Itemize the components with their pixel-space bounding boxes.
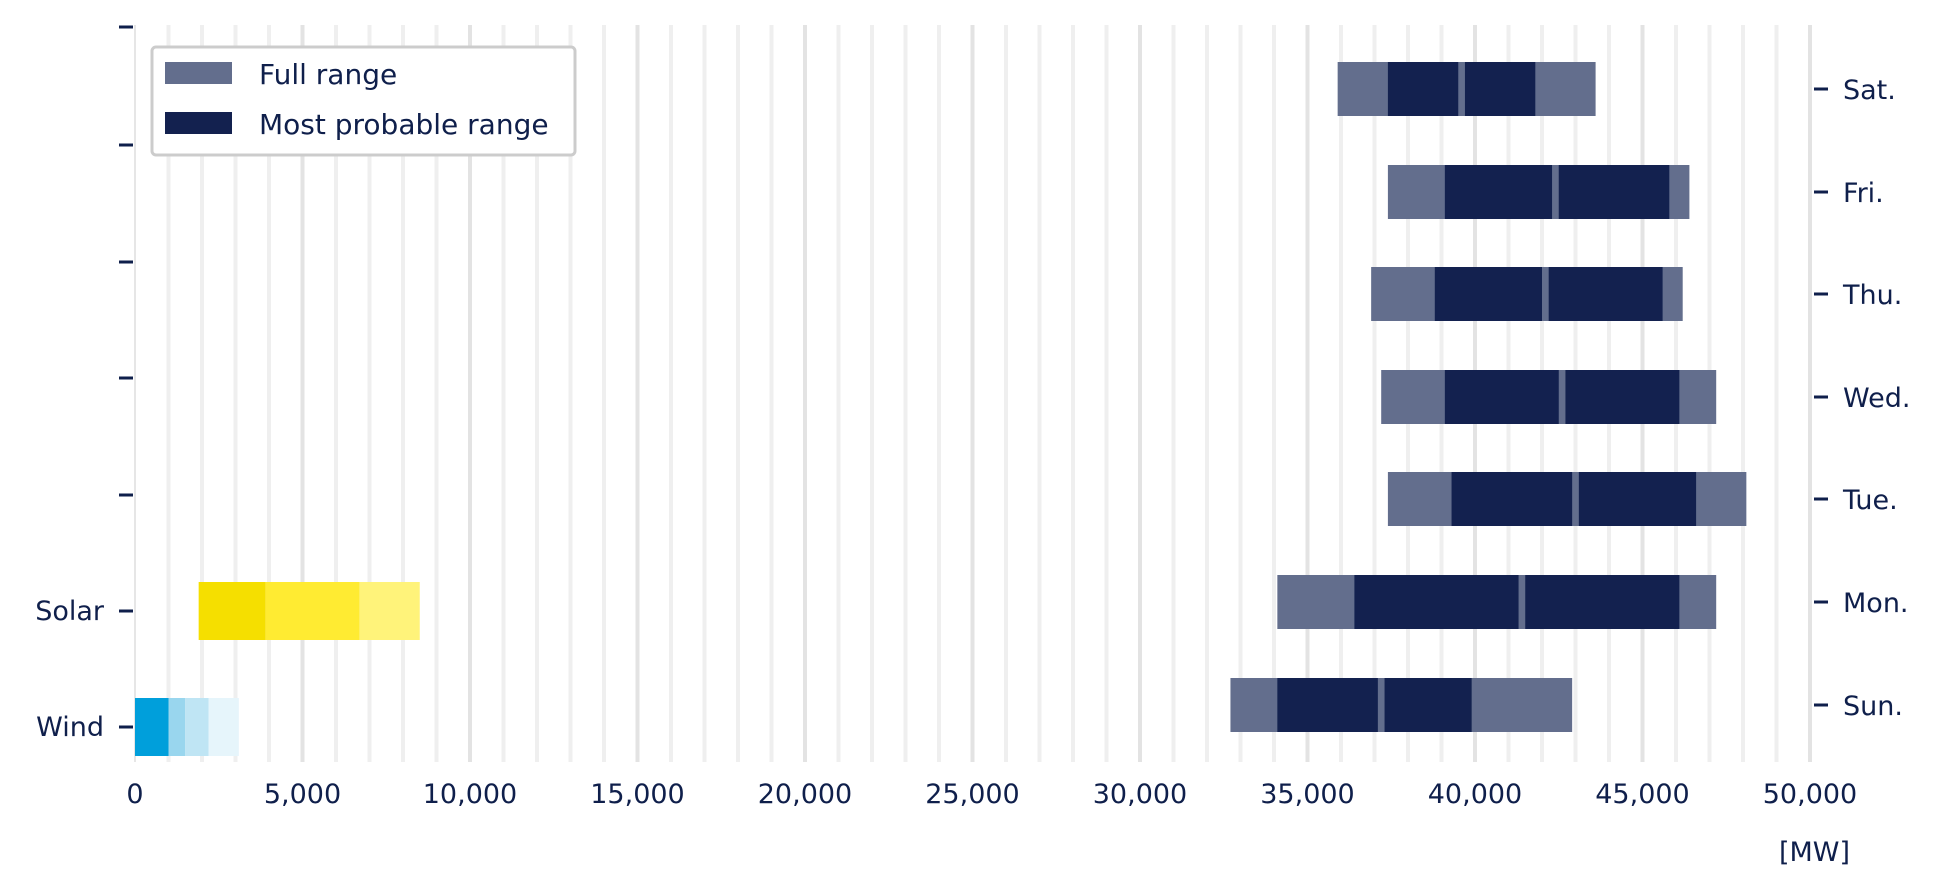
legend-swatch-full-range: [165, 62, 232, 84]
wind-bar: [208, 698, 239, 756]
x-unit-label: [MW]: [1779, 837, 1850, 868]
most-probable-bar: [1277, 678, 1378, 732]
most-probable-bar: [1451, 472, 1573, 526]
x-tick-label: 25,000: [925, 779, 1019, 810]
x-tick-label: 30,000: [1093, 779, 1187, 810]
x-tick-label: 45,000: [1595, 779, 1689, 810]
solar-bar: [198, 582, 266, 640]
legend-box: [150, 45, 577, 157]
solar-bar: [359, 582, 420, 640]
legend-label-most-probable-range: Most probable range: [259, 108, 549, 141]
most-probable-bar: [1464, 62, 1536, 116]
wind-bar: [168, 698, 186, 756]
most-probable-bar: [1434, 267, 1542, 321]
most-probable-bar: [1444, 370, 1559, 424]
most-probable-bar: [1548, 267, 1663, 321]
legend-swatch-most-probable-range: [165, 112, 232, 134]
x-tick-label: 10,000: [423, 779, 517, 810]
right-axis-label: Sat.: [1843, 75, 1896, 106]
x-tick-label: 50,000: [1763, 779, 1857, 810]
right-axis-label: Tue.: [1842, 485, 1898, 516]
most-probable-bar: [1387, 62, 1459, 116]
axis-layer: [MW] 0 5,000 10,000 15,000 20,000 25,000 30,00…: [35, 25, 1910, 868]
x-tick-label: 5,000: [264, 779, 341, 810]
x-tick-label: 15,000: [590, 779, 684, 810]
right-axis-label: Fri.: [1843, 178, 1884, 209]
bars-layer: [135, 62, 1747, 756]
legend-label-full-range: Full range: [259, 58, 397, 91]
most-probable-bar: [1558, 165, 1670, 219]
right-axis-label: Sun.: [1843, 691, 1903, 722]
solar-bar: [265, 582, 360, 640]
most-probable-bar: [1525, 575, 1680, 629]
x-tick-label: 0: [126, 779, 143, 810]
legend: Full range Most probable range: [150, 45, 577, 157]
x-tick-label: 35,000: [1260, 779, 1354, 810]
most-probable-bar: [1565, 370, 1680, 424]
x-tick-label: 20,000: [758, 779, 852, 810]
x-tick-label: 40,000: [1428, 779, 1522, 810]
right-axis-label: Mon.: [1843, 588, 1909, 619]
wind-bar: [185, 698, 209, 756]
most-probable-bar: [1354, 575, 1519, 629]
left-axis-label: Solar: [35, 596, 105, 627]
most-probable-bar: [1384, 678, 1472, 732]
most-probable-bar: [1578, 472, 1697, 526]
most-probable-bar: [1444, 165, 1553, 219]
left-axis-label: Wind: [36, 712, 104, 743]
right-axis-label: Thu.: [1842, 280, 1902, 311]
wind-bar: [135, 698, 169, 756]
right-axis-label: Wed.: [1843, 383, 1910, 414]
